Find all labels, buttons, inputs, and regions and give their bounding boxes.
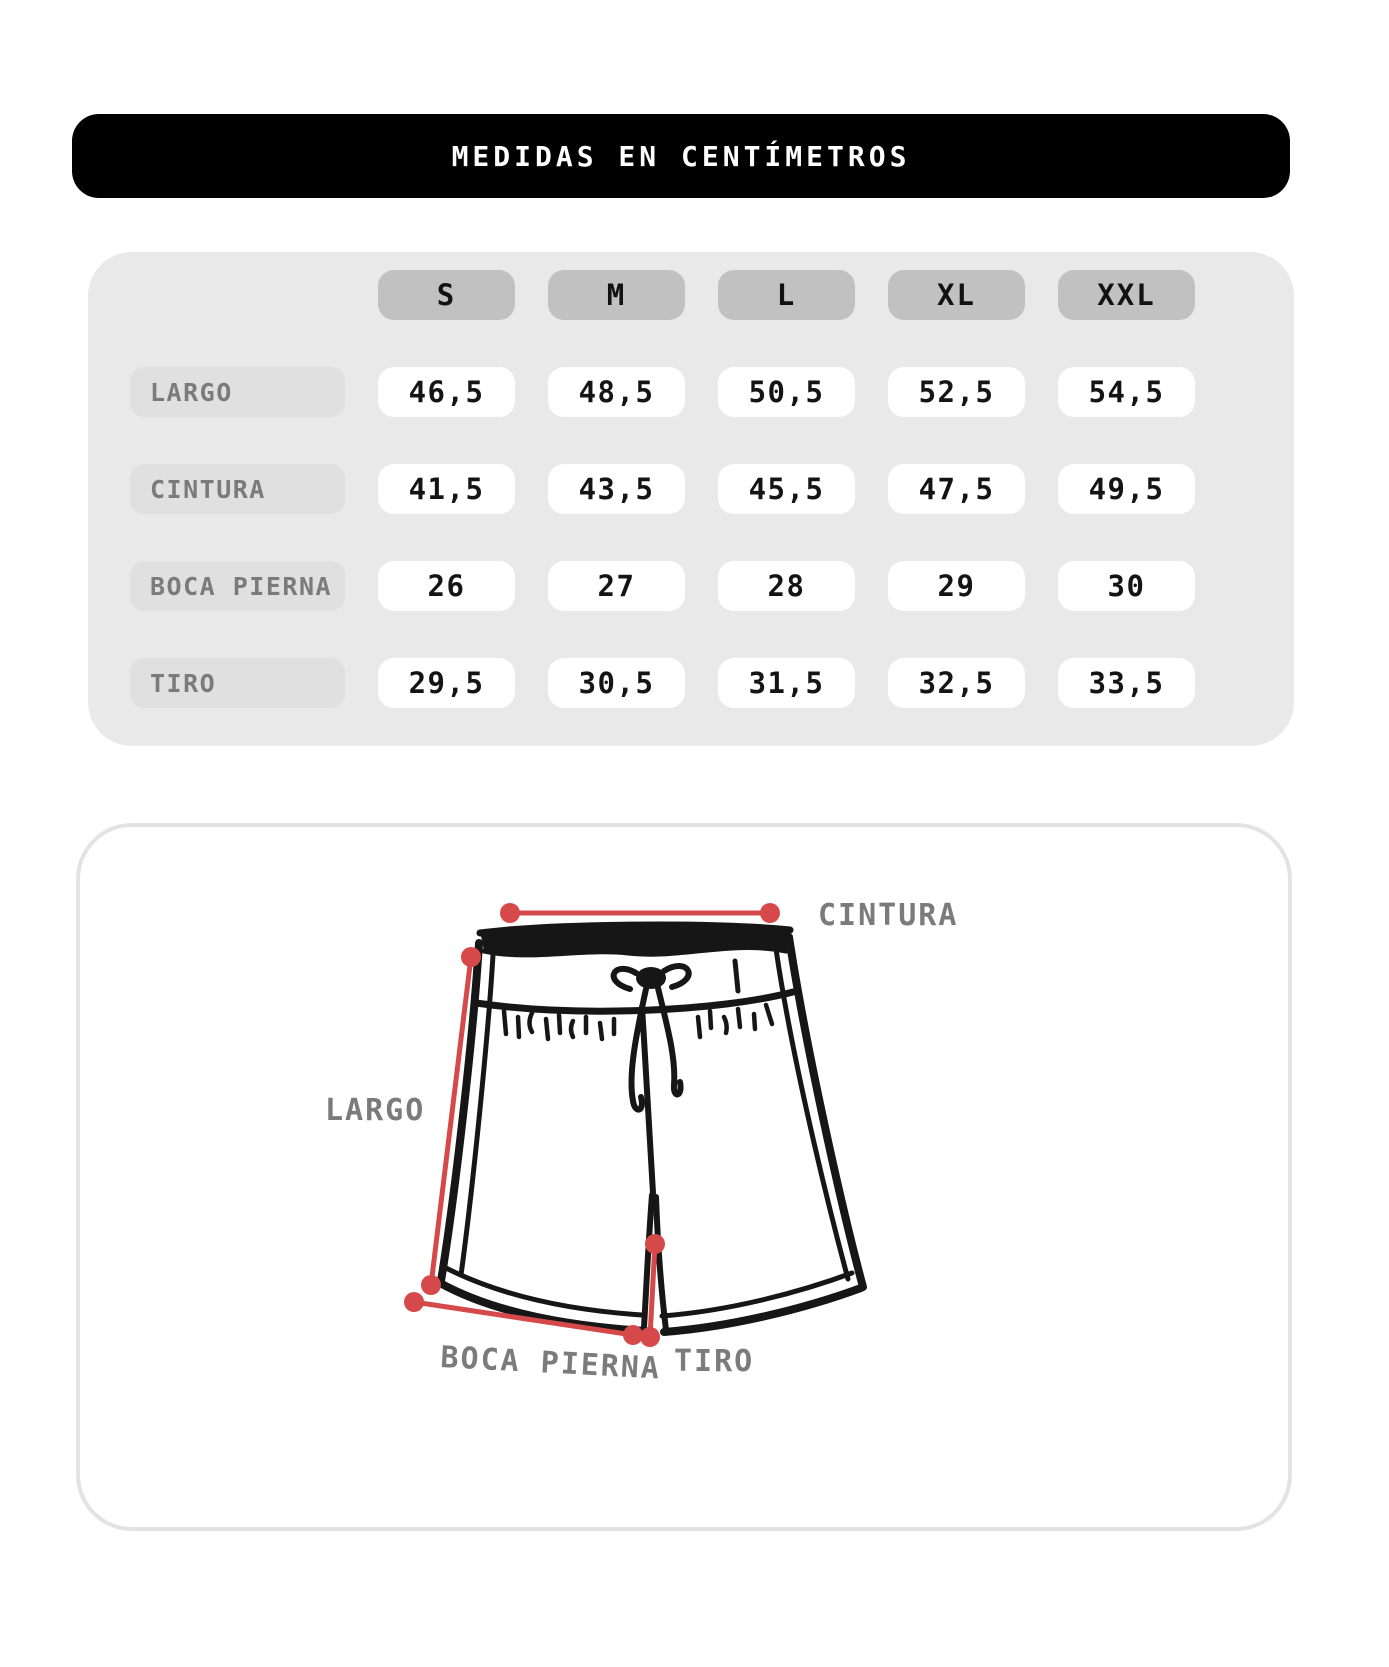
size-column-header-xxl: XXL xyxy=(1058,270,1195,320)
value-boca-pierna-s: 26 xyxy=(378,561,515,611)
value-tiro-l: 31,5 xyxy=(718,658,855,708)
value-cintura-xxl: 49,5 xyxy=(1058,464,1195,514)
value-largo-l: 50,5 xyxy=(718,367,855,417)
size-column-header-s: S xyxy=(378,270,515,320)
size-table-panel: S M L XL XXL LARGO 46,5 48,5 50,5 52,5 5… xyxy=(88,252,1294,746)
diagram-label-largo: LARGO xyxy=(325,1093,425,1128)
measure-line-cintura xyxy=(500,903,780,923)
shorts-illustration: CINTURA LARGO BOCA PIERNA TIRO xyxy=(325,898,958,1387)
value-largo-s: 46,5 xyxy=(378,367,515,417)
value-tiro-m: 30,5 xyxy=(548,658,685,708)
shorts-sketch xyxy=(436,921,867,1336)
value-largo-xxl: 54,5 xyxy=(1058,367,1195,417)
size-column-header-xl: XL xyxy=(888,270,1025,320)
measure-line-largo xyxy=(421,947,481,1295)
diagram-panel: CINTURA LARGO BOCA PIERNA TIRO xyxy=(76,823,1292,1531)
measure-line-tiro xyxy=(640,1234,665,1347)
size-table: S M L XL XXL LARGO 46,5 48,5 50,5 52,5 5… xyxy=(130,270,1294,708)
value-boca-pierna-xxl: 30 xyxy=(1058,561,1195,611)
page-title: MEDIDAS EN CENTÍMETROS xyxy=(451,139,911,173)
value-largo-xl: 52,5 xyxy=(888,367,1025,417)
row-label-tiro: TIRO xyxy=(130,658,345,708)
value-tiro-xl: 32,5 xyxy=(888,658,1025,708)
title-bar: MEDIDAS EN CENTÍMETROS xyxy=(72,114,1290,198)
value-cintura-l: 45,5 xyxy=(718,464,855,514)
value-boca-pierna-xl: 29 xyxy=(888,561,1025,611)
table-corner-spacer xyxy=(130,270,345,320)
value-boca-pierna-l: 28 xyxy=(718,561,855,611)
diagram-label-boca-pierna: BOCA PIERNA xyxy=(440,1340,662,1387)
value-cintura-s: 41,5 xyxy=(378,464,515,514)
row-label-cintura: CINTURA xyxy=(130,464,345,514)
diagram-labels: CINTURA LARGO BOCA PIERNA TIRO xyxy=(325,898,958,1387)
value-boca-pierna-m: 27 xyxy=(548,561,685,611)
value-cintura-xl: 47,5 xyxy=(888,464,1025,514)
measure-line-boca-pierna xyxy=(404,1292,643,1345)
row-label-largo: LARGO xyxy=(130,367,345,417)
value-tiro-s: 29,5 xyxy=(378,658,515,708)
value-largo-m: 48,5 xyxy=(548,367,685,417)
size-column-header-l: L xyxy=(718,270,855,320)
measurement-lines xyxy=(404,903,780,1347)
row-label-boca-pierna: BOCA PIERNA xyxy=(130,561,345,611)
diagram-label-tiro: TIRO xyxy=(674,1344,754,1379)
size-column-header-m: M xyxy=(548,270,685,320)
diagram-label-cintura: CINTURA xyxy=(818,898,958,933)
value-cintura-m: 43,5 xyxy=(548,464,685,514)
value-tiro-xxl: 33,5 xyxy=(1058,658,1195,708)
